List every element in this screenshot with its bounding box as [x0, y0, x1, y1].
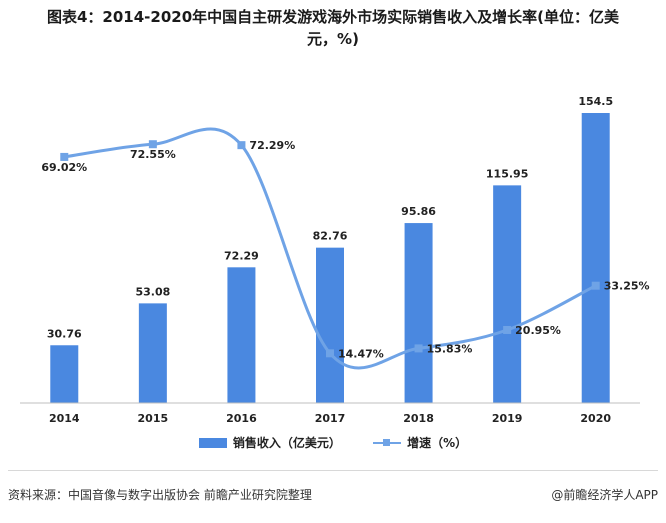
bar-2016 — [227, 267, 256, 403]
growth-label-2015: 72.55% — [130, 148, 176, 161]
bar-label-2019: 115.95 — [486, 167, 528, 180]
growth-point-2018 — [414, 344, 423, 353]
growth-label-2017: 14.47% — [338, 347, 384, 360]
growth-label-2019: 20.95% — [515, 324, 561, 337]
legend-line-swatch — [373, 438, 402, 448]
bar-2017 — [316, 247, 344, 403]
legend-entry-bar: 销售收入（亿美元） — [198, 434, 341, 451]
footer: 资料来源：中国音像与数字出版协会 前瞻产业研究院整理 @前瞻经济学人APP — [8, 486, 658, 503]
x-tick-label-2015: 2015 — [138, 412, 169, 425]
x-tick-label-2018: 2018 — [403, 412, 434, 425]
bar-label-2014: 30.76 — [47, 327, 82, 340]
x-tick-label-2016: 2016 — [226, 412, 257, 425]
growth-label-2014: 69.02% — [41, 161, 87, 174]
x-tick-label-2017: 2017 — [315, 412, 346, 425]
bar-2020 — [581, 113, 610, 403]
chart-title-line1: 图表4：2014-2020年中国自主研发游戏海外市场实际销售收入及增长率(单位：… — [46, 8, 620, 26]
x-tick-label-2019: 2019 — [492, 412, 523, 425]
growth-label-2020: 33.25% — [604, 280, 650, 293]
growth-label-2016: 72.29% — [249, 139, 295, 152]
bar-label-2018: 95.86 — [401, 205, 436, 218]
x-tick-label-2020: 2020 — [580, 412, 611, 425]
bar-label-2016: 72.29 — [224, 249, 259, 262]
growth-label-2018: 15.83% — [427, 342, 473, 355]
growth-point-2016 — [237, 141, 246, 150]
growth-point-2019 — [503, 325, 512, 334]
brand-credit: @前瞻经济学人APP — [551, 488, 658, 502]
bar-label-2015: 53.08 — [135, 285, 170, 298]
growth-point-2014 — [60, 152, 69, 161]
legend-entry-line: 增速（%） — [373, 434, 467, 451]
bar-2014 — [50, 345, 79, 403]
chart-title-line2: 元，%) — [307, 30, 359, 48]
source-note: 资料来源：中国音像与数字出版协会 前瞻产业研究院整理 — [8, 488, 312, 502]
bar-2015 — [138, 303, 167, 403]
bar-2019 — [493, 185, 522, 403]
bar-label-2017: 82.76 — [313, 230, 348, 243]
chart-legend: 销售收入（亿美元） 增速（%） — [0, 434, 666, 451]
chart-title: 图表4：2014-2020年中国自主研发游戏海外市场实际销售收入及增长率(单位：… — [0, 6, 666, 50]
legend-label-bar: 销售收入（亿美元） — [232, 436, 341, 450]
growth-point-2020 — [591, 281, 600, 290]
growth-point-2015 — [148, 140, 157, 149]
growth-point-2017 — [326, 349, 334, 358]
bar-label-2020: 154.5 — [578, 95, 613, 108]
footer-divider — [8, 470, 658, 471]
legend-bar-swatch — [198, 437, 227, 448]
bar-2018 — [404, 223, 433, 403]
legend-label-line: 增速（%） — [407, 436, 468, 450]
x-tick-label-2014: 2014 — [49, 412, 80, 425]
